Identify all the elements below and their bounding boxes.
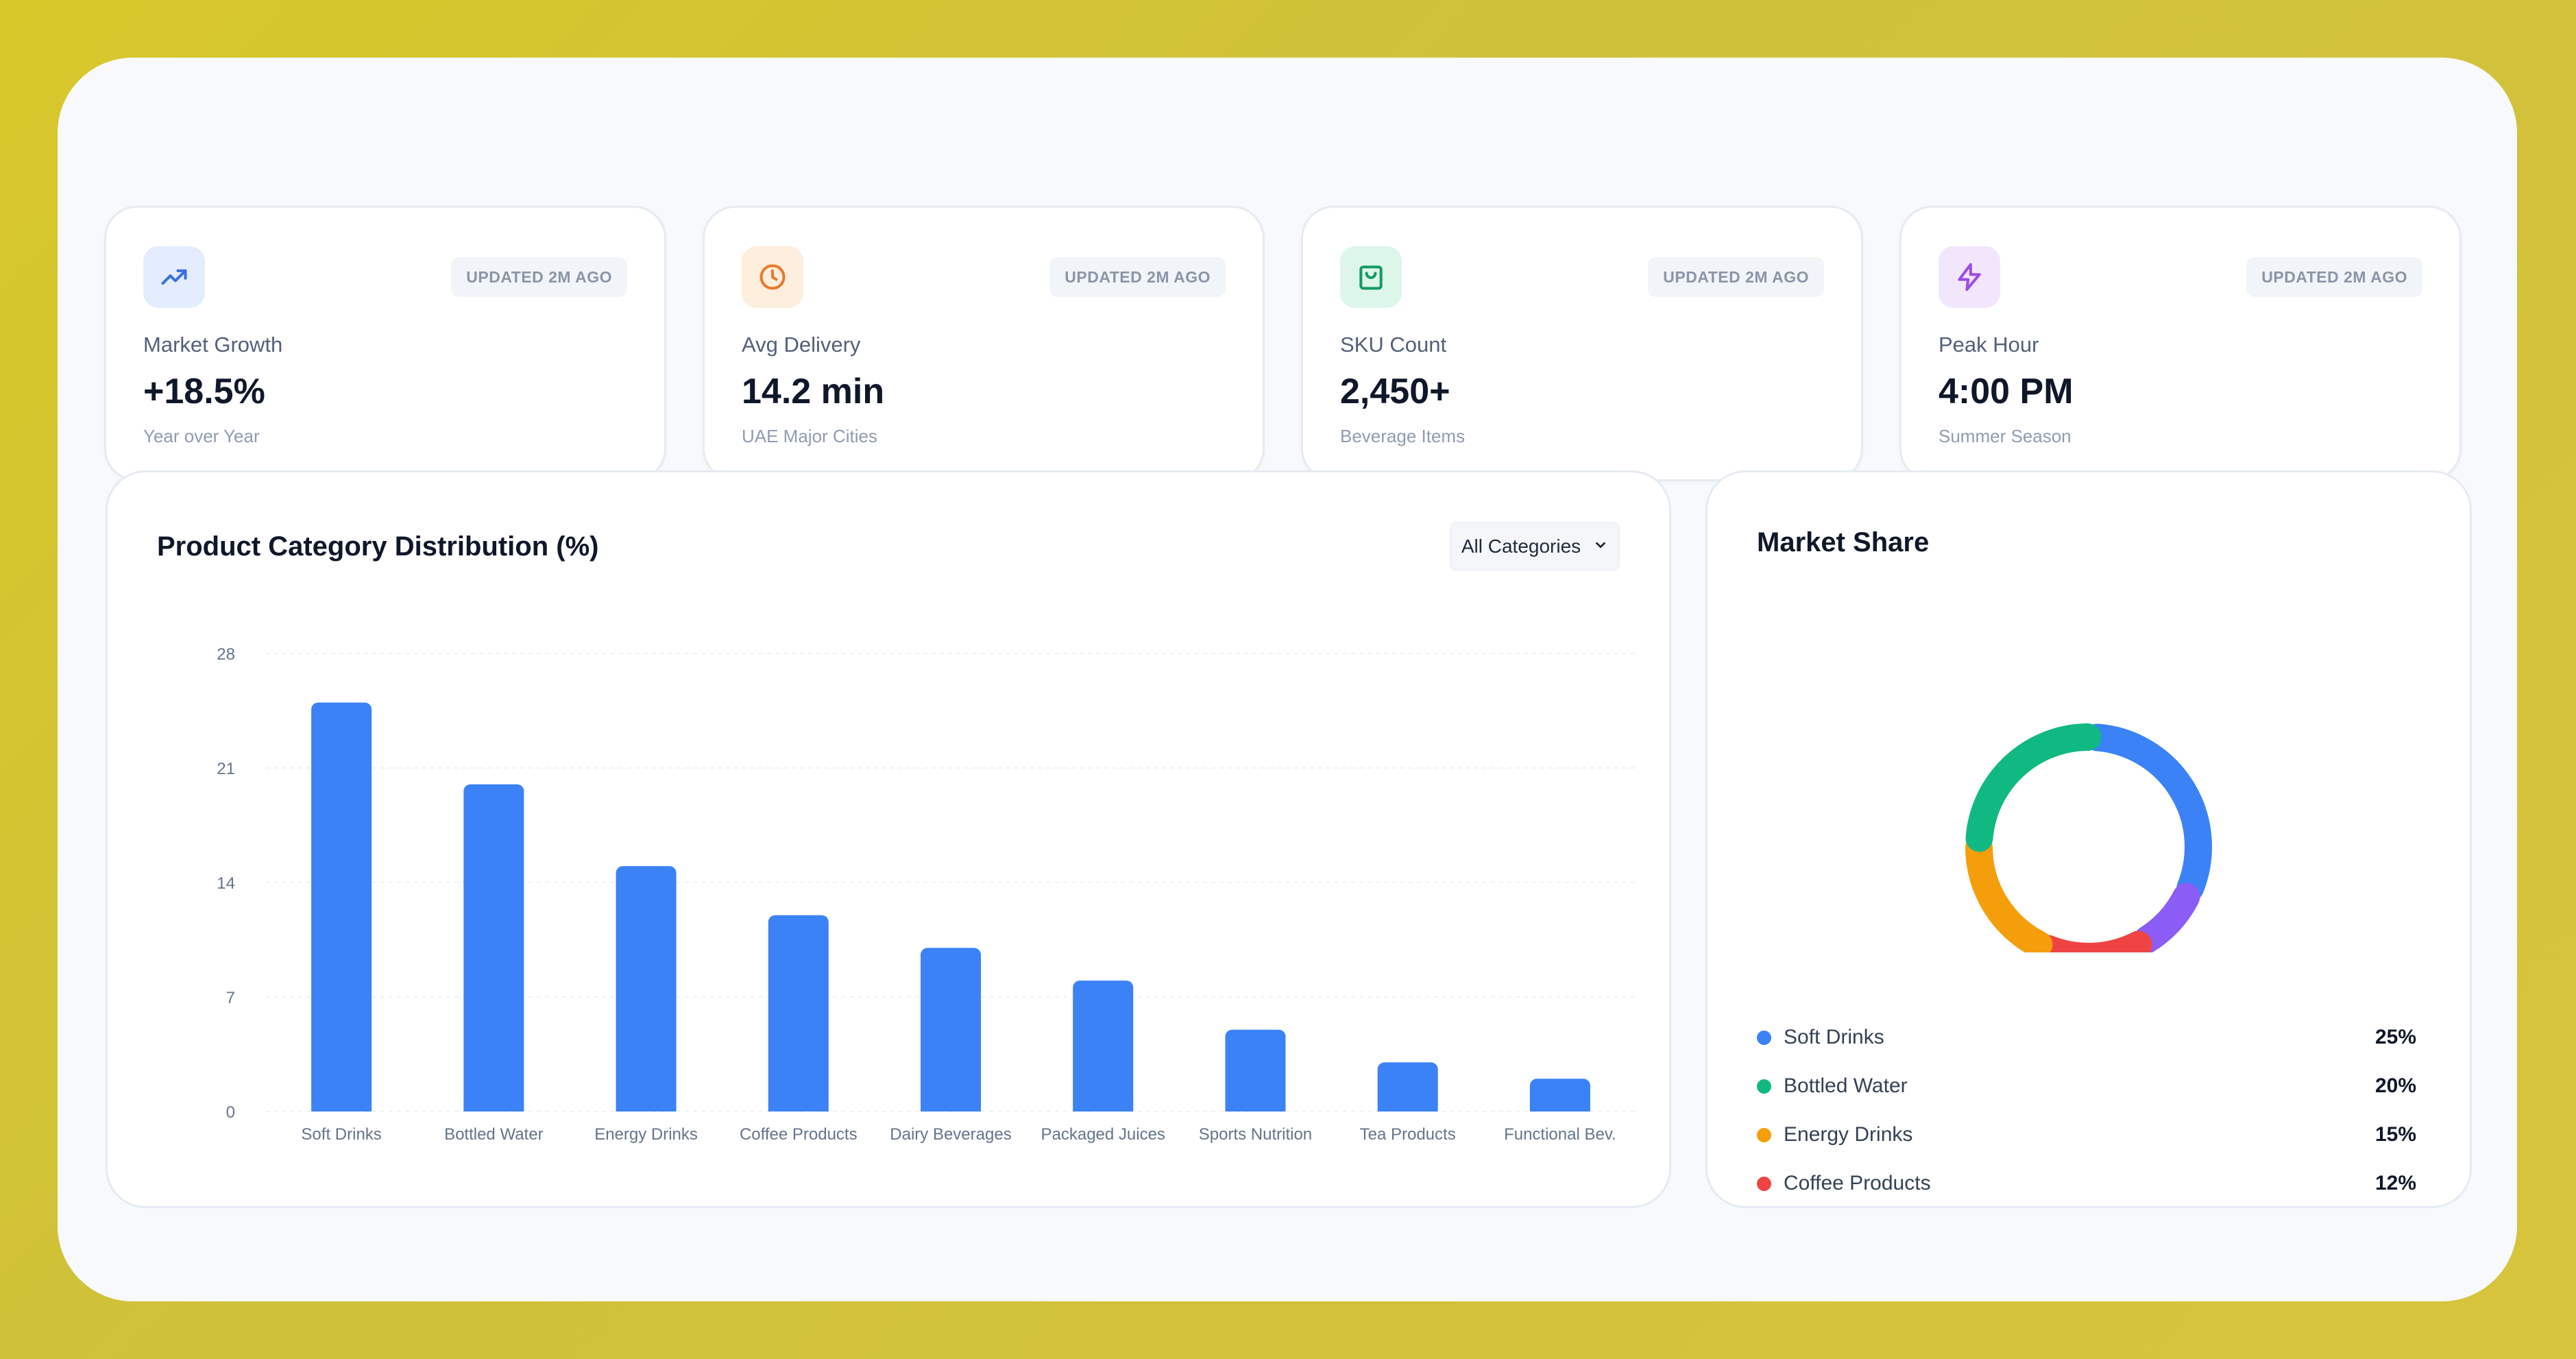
legend-dot	[1757, 1176, 1771, 1191]
x-tick-label: Sports Nutrition	[1199, 1125, 1312, 1144]
chevron-down-icon	[1593, 536, 1608, 557]
donut-chart	[1965, 723, 2212, 952]
legend-dot	[1757, 1127, 1771, 1142]
donut-slice[interactable]	[2133, 882, 2200, 952]
x-tick-label: Dairy Beverages	[890, 1125, 1011, 1144]
panel-title: Market Share	[1757, 527, 1930, 557]
legend-item-coffee-products: Coffee Products 12%	[1757, 1163, 2416, 1204]
kpi-subtitle: Year over Year	[143, 426, 260, 446]
bar-base	[921, 1103, 981, 1111]
y-tick-label: 28	[217, 645, 235, 664]
legend-item-energy-drinks: Energy Drinks 15%	[1757, 1114, 2416, 1155]
legend-dot	[1757, 1030, 1771, 1045]
dropdown-label: All Categories	[1461, 536, 1581, 557]
bar[interactable]	[921, 948, 981, 1111]
y-tick-label: 14	[217, 874, 235, 893]
kpi-subtitle: Summer Season	[1939, 426, 2071, 446]
y-tick-label: 21	[217, 760, 235, 778]
updated-badge: UPDATED 2M AGO	[1648, 257, 1824, 297]
donut-slice[interactable]	[2034, 930, 2152, 952]
kpi-subtitle: UAE Major Cities	[742, 426, 877, 446]
updated-badge: UPDATED 2M AGO	[451, 257, 627, 297]
kpi-label: Avg Delivery	[742, 333, 861, 357]
panel-title: Product Category Distribution (%)	[157, 531, 599, 562]
kpi-card-peak-hour[interactable]: UPDATED 2M AGO Peak Hour 4:00 PM Summer …	[1899, 206, 2462, 481]
bar-chart: 0 7 14 21 28 Soft Drinks Bottled Water Energy D…	[217, 645, 1636, 1144]
bar[interactable]	[1225, 1029, 1286, 1111]
legend-value: 15%	[2374, 1123, 2416, 1146]
x-tick-label: Packaged Juices	[1041, 1125, 1165, 1144]
trending-up-icon	[143, 246, 205, 308]
bar-base	[311, 1103, 372, 1111]
legend-dot	[1757, 1079, 1771, 1094]
legend-value: 12%	[2374, 1172, 2416, 1194]
x-tick-label: Functional Bev.	[1504, 1125, 1616, 1144]
kpi-label: Peak Hour	[1939, 333, 2039, 357]
kpi-value: 2,450+	[1340, 372, 1450, 411]
legend-label: Coffee Products	[1784, 1172, 1931, 1194]
category-filter-dropdown[interactable]: All Categories	[1450, 522, 1620, 571]
bar-base	[1225, 1103, 1286, 1111]
clock-icon	[742, 246, 803, 308]
bar-base	[463, 1103, 524, 1111]
bar-base	[616, 1103, 677, 1111]
kpi-value: 4:00 PM	[1939, 372, 2074, 411]
x-tick-label: Energy Drinks	[594, 1125, 698, 1144]
legend-value: 25%	[2374, 1026, 2416, 1048]
updated-badge: UPDATED 2M AGO	[2246, 257, 2422, 297]
lightning-icon	[1939, 246, 2000, 308]
kpi-value: +18.5%	[143, 372, 265, 411]
x-tick-label: Tea Products	[1360, 1125, 1456, 1144]
category-distribution-panel: Product Category Distribution (%) All Ca…	[106, 470, 1671, 1208]
updated-badge: UPDATED 2M AGO	[1049, 257, 1226, 297]
kpi-card-avg-delivery[interactable]: UPDATED 2M AGO Avg Delivery 14.2 min UAE…	[703, 206, 1265, 481]
donut-slice[interactable]	[2083, 723, 2212, 902]
donut-slice[interactable]	[1965, 834, 2053, 952]
bar[interactable]	[616, 866, 677, 1111]
legend-label: Bottled Water	[1784, 1074, 1908, 1097]
kpi-value: 14.2 min	[742, 372, 885, 411]
bar-base	[1377, 1103, 1438, 1111]
legend-item-bottled-water: Bottled Water 20%	[1757, 1066, 2416, 1107]
legend-item-soft-drinks: Soft Drinks 25%	[1757, 1017, 2416, 1058]
kpi-subtitle: Beverage Items	[1340, 426, 1466, 446]
bar[interactable]	[1073, 981, 1134, 1111]
x-tick-label: Soft Drinks	[301, 1125, 381, 1144]
market-share-panel: Market Share Soft Drinks 25% Bottled Wat…	[1705, 470, 2472, 1208]
legend-label: Soft Drinks	[1784, 1026, 1884, 1048]
kpi-label: Market Growth	[143, 333, 283, 357]
y-tick-label: 0	[226, 1103, 235, 1122]
legend-value: 20%	[2374, 1074, 2416, 1097]
bar-base	[1073, 1103, 1134, 1111]
kpi-label: SKU Count	[1340, 333, 1447, 357]
kpi-card-sku-count[interactable]: UPDATED 2M AGO SKU Count 2,450+ Beverage…	[1301, 206, 1863, 481]
bar-base	[1529, 1103, 1590, 1111]
bar[interactable]	[311, 702, 372, 1111]
bar[interactable]	[1377, 1062, 1438, 1111]
y-tick-label: 7	[226, 989, 235, 1007]
shopping-bag-icon	[1340, 246, 1402, 308]
x-tick-label: Coffee Products	[740, 1125, 858, 1144]
dashboard-frame: UPDATED 2M AGO Market Growth +18.5% Year…	[58, 58, 2517, 1301]
x-tick-label: Bottled Water	[444, 1125, 544, 1144]
bar-base	[768, 1103, 829, 1111]
legend-label: Energy Drinks	[1784, 1123, 1913, 1146]
bar[interactable]	[768, 915, 829, 1111]
kpi-card-market-growth[interactable]: UPDATED 2M AGO Market Growth +18.5% Year…	[104, 206, 666, 481]
donut-slice[interactable]	[1965, 723, 2102, 852]
bar[interactable]	[463, 784, 524, 1111]
